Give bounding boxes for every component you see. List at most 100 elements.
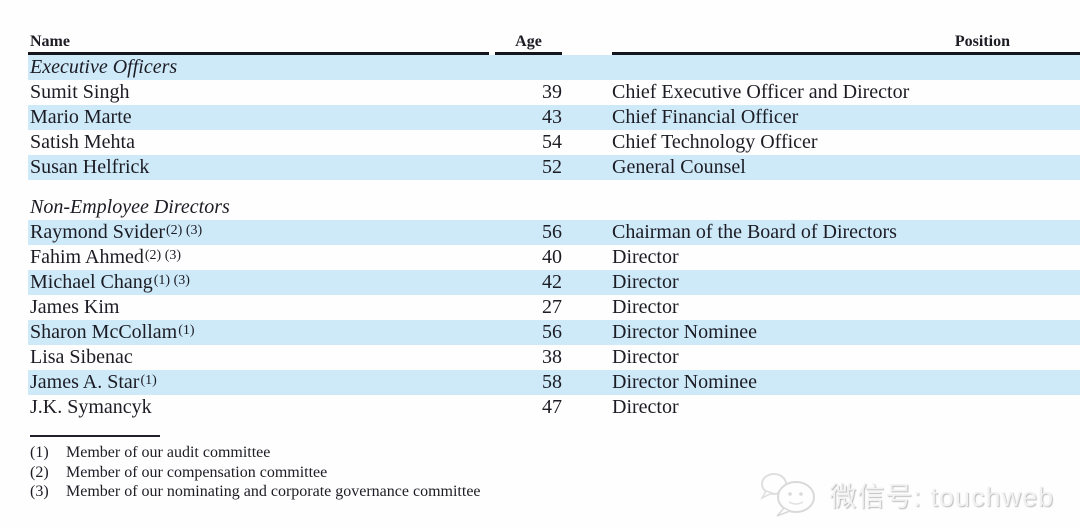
column-header-position: Position	[612, 33, 1080, 55]
position-cell: Director	[562, 245, 1080, 270]
position-cell: Director	[562, 295, 1080, 320]
table-row: Sumit Singh 39 Chief Executive Officer a…	[28, 80, 1080, 105]
name-cell: Raymond Svider(2) (3)	[28, 220, 495, 245]
footnote-list: (1) Member of our audit committee (2) Me…	[30, 443, 481, 502]
position-cell: Chairman of the Board of Directors	[562, 220, 1080, 245]
row-name: Fahim Ahmed	[30, 246, 144, 268]
row-position: Director	[612, 246, 679, 268]
position-cell: Chief Financial Officer	[562, 105, 1080, 130]
section-header-row: Executive Officers	[28, 55, 1080, 80]
name-cell: Mario Marte	[28, 105, 495, 130]
row-age: 56	[542, 321, 562, 343]
position-cell: Director	[562, 270, 1080, 295]
row-age: 52	[542, 156, 562, 178]
footnote-marker: (2)	[30, 463, 49, 481]
position-cell: Director Nominee	[562, 320, 1080, 345]
name-cell: Susan Helfrick	[28, 155, 495, 180]
table-row: Michael Chang(1) (3) 42 Director	[28, 270, 1080, 295]
row-position: Chief Executive Officer and Director	[612, 81, 910, 103]
row-position: Director	[612, 396, 679, 418]
section-header-row: Non-Employee Directors	[28, 195, 1080, 220]
row-position: General Counsel	[612, 156, 746, 178]
row-position: Chief Technology Officer	[612, 131, 818, 153]
table-body: Executive Officers Sumit Singh 39 Chief …	[28, 55, 1080, 420]
row-name: Michael Chang	[30, 271, 153, 293]
row-name: Sharon McCollam	[30, 321, 178, 343]
table-row: Mario Marte 43 Chief Financial Officer	[28, 105, 1080, 130]
row-age: 27	[542, 296, 562, 318]
table-row: Satish Mehta 54 Chief Technology Officer	[28, 130, 1080, 155]
table-row: J.K. Symancyk 47 Director	[28, 395, 1080, 420]
footnote-marker: (1)	[30, 444, 49, 461]
table-row: Sharon McCollam(1) 56 Director Nominee	[28, 320, 1080, 345]
position-cell: Director	[562, 345, 1080, 370]
row-refs: (1) (3)	[153, 273, 190, 288]
row-refs: (1)	[178, 323, 195, 338]
footnote-text: Member of our audit committee	[66, 444, 271, 461]
age-cell: 47	[495, 395, 562, 420]
table-header-row: Name Age Position	[28, 30, 1080, 55]
row-position: Director	[612, 346, 679, 368]
row-position: Director Nominee	[612, 321, 757, 343]
table-section: Non-Employee Directors Raymond Svider(2)…	[28, 195, 1080, 420]
footnote-item: (3) Member of our nominating and corpora…	[30, 482, 481, 502]
footnotes: (1) Member of our audit committee (2) Me…	[30, 435, 481, 502]
name-cell: Lisa Sibenac	[28, 345, 495, 370]
row-age: 40	[542, 246, 562, 268]
name-cell: James Kim	[28, 295, 495, 320]
row-name: Lisa Sibenac	[30, 346, 133, 368]
position-cell	[562, 195, 1080, 220]
row-position: Chairman of the Board of Directors	[612, 221, 897, 243]
position-cell	[562, 55, 1080, 80]
age-cell: 39	[495, 80, 562, 105]
age-cell: 54	[495, 130, 562, 155]
section-title-cell: Non-Employee Directors	[28, 195, 495, 220]
row-refs: (2) (3)	[144, 248, 182, 263]
name-cell: Sharon McCollam(1)	[28, 320, 495, 345]
position-cell: Chief Executive Officer and Director	[562, 80, 1080, 105]
row-age: 43	[542, 106, 562, 128]
row-name: Satish Mehta	[30, 131, 135, 153]
age-cell: 27	[495, 295, 562, 320]
row-name: J.K. Symancyk	[30, 396, 152, 418]
row-name: Susan Helfrick	[30, 156, 150, 178]
position-cell: Director	[562, 395, 1080, 420]
row-refs: (2) (3)	[166, 223, 203, 238]
section-title: Executive Officers	[30, 56, 178, 78]
section-title: Non-Employee Directors	[30, 196, 230, 218]
row-name: James Kim	[30, 296, 120, 318]
wechat-icon	[760, 473, 816, 517]
column-header-age: Age	[495, 33, 562, 55]
footnote-text: Member of our compensation committee	[66, 463, 328, 481]
row-age: 58	[542, 371, 562, 393]
row-position: Chief Financial Officer	[612, 106, 799, 128]
row-position: Director	[612, 296, 679, 318]
column-header-name: Name	[28, 33, 489, 55]
table-row: Lisa Sibenac 38 Director	[28, 345, 1080, 370]
name-cell: Fahim Ahmed(2) (3)	[28, 245, 495, 270]
section-title-cell: Executive Officers	[28, 55, 495, 80]
footnote-item: (2) Member of our compensation committee	[30, 463, 481, 483]
name-cell: Sumit Singh	[28, 80, 495, 105]
position-cell: General Counsel	[562, 155, 1080, 180]
age-cell: 42	[495, 270, 562, 295]
age-cell: 40	[495, 245, 562, 270]
row-age: 56	[542, 221, 562, 243]
name-cell: Satish Mehta	[28, 130, 495, 155]
name-cell: James A. Star(1)	[28, 370, 495, 395]
age-cell: 56	[495, 320, 562, 345]
watermark-text: 微信号: touchweb	[829, 481, 1054, 512]
table-row: James Kim 27 Director	[28, 295, 1080, 320]
row-name: James A. Star	[30, 371, 140, 393]
section-rows: Sumit Singh 39 Chief Executive Officer a…	[28, 80, 1080, 180]
table-row: Susan Helfrick 52 General Counsel	[28, 155, 1080, 180]
row-age: 39	[542, 81, 562, 103]
row-position: Director	[612, 271, 679, 293]
name-cell: J.K. Symancyk	[28, 395, 495, 420]
table-row: Raymond Svider(2) (3) 56 Chairman of the…	[28, 220, 1080, 245]
row-position: Director Nominee	[612, 371, 757, 393]
age-cell: 52	[495, 155, 562, 180]
row-name: Mario Marte	[30, 106, 132, 128]
table-row: James A. Star(1) 58 Director Nominee	[28, 370, 1080, 395]
position-cell: Chief Technology Officer	[562, 130, 1080, 155]
